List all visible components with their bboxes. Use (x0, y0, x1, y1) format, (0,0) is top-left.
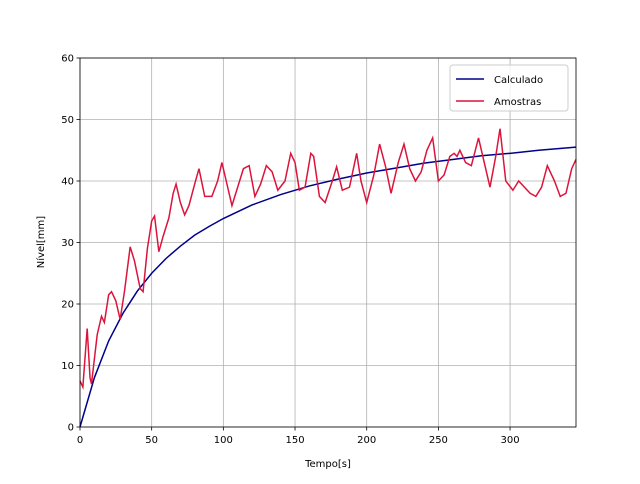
y-tick-label: 50 (61, 115, 74, 126)
x-tick-label: 300 (501, 435, 520, 446)
y-tick-label: 20 (61, 300, 74, 311)
line-series (79, 128, 577, 390)
legend-label: Calculado (494, 75, 543, 86)
legend-box (449, 64, 569, 112)
x-tick-label: 100 (214, 435, 233, 446)
y-tick-label: 30 (61, 238, 74, 249)
plot-frame (79, 57, 577, 428)
x-tick-label: 150 (285, 435, 304, 446)
y-tick-label: 60 (61, 54, 74, 65)
y-tick-label: 40 (61, 177, 74, 188)
x-tick-label: 0 (77, 435, 83, 446)
x-tick-label: 250 (429, 435, 448, 446)
x-tick-label: 200 (357, 435, 376, 446)
y-tick-label: 0 (68, 423, 74, 434)
y-tick-label: 10 (61, 361, 74, 372)
line-series (79, 146, 577, 428)
x-axis-label: Tempo[s] (304, 459, 351, 470)
x-tick-label: 50 (145, 435, 158, 446)
y-axis-label: Nível[mm] (35, 216, 47, 268)
legend-label: Amostras (494, 97, 541, 108)
